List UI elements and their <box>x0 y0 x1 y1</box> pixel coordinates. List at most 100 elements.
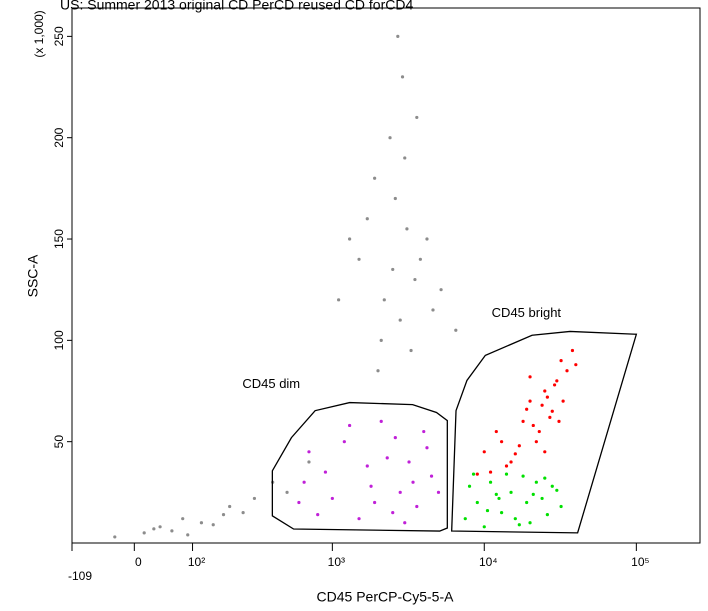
event-dot <box>398 490 402 494</box>
event-dot <box>211 523 215 527</box>
event-dot <box>540 496 544 501</box>
event-dot <box>559 504 563 509</box>
gate <box>451 330 638 534</box>
event-dot <box>418 257 422 261</box>
event-dot <box>393 196 397 201</box>
event-dot <box>528 399 532 403</box>
x-tick-label: 0 <box>135 555 142 569</box>
event-dot <box>252 496 257 501</box>
event-dot <box>369 484 373 488</box>
event-dot <box>540 403 544 407</box>
event-dot <box>307 460 311 464</box>
event-dot <box>391 511 395 515</box>
event-dot <box>391 267 395 272</box>
event-dot <box>463 517 467 521</box>
event-dot <box>521 474 525 478</box>
event-dot <box>555 379 559 383</box>
event-dot <box>365 464 369 468</box>
event-dot <box>411 480 415 484</box>
event-dot <box>528 521 532 525</box>
event-dot <box>534 440 538 444</box>
event-dot <box>494 492 498 496</box>
event-dot <box>152 527 156 531</box>
event-dot <box>543 389 547 393</box>
event-dot <box>504 472 509 476</box>
event-dot <box>400 75 405 79</box>
event-dot <box>482 450 486 454</box>
event-dot <box>342 440 346 444</box>
event-dot <box>413 277 417 282</box>
x-tick-label: -109 <box>68 569 92 583</box>
event-dot <box>513 517 517 521</box>
event-dot <box>403 521 407 525</box>
y-tick-label: 100 <box>52 330 66 350</box>
event-dot <box>385 456 389 460</box>
gate <box>271 401 448 532</box>
x-axis-label: CD45 PerCP-Cy5-5-A <box>317 589 455 605</box>
event-dot <box>543 476 547 480</box>
event-dot <box>307 450 311 454</box>
event-dot <box>158 525 162 529</box>
event-dot <box>415 115 419 120</box>
event-dot <box>228 504 232 509</box>
event-dot <box>388 136 392 140</box>
event-dot <box>357 257 361 261</box>
event-dot <box>170 529 174 533</box>
event-dot <box>186 533 190 537</box>
event-dot <box>499 511 504 515</box>
event-dot <box>382 298 386 302</box>
event-dot <box>297 500 301 505</box>
event-dot <box>373 176 377 180</box>
event-dot <box>550 409 554 413</box>
event-dot <box>537 429 541 434</box>
event-dot <box>513 452 517 456</box>
event-dot <box>348 237 352 241</box>
event-dot <box>485 508 490 513</box>
event-dot <box>403 156 407 160</box>
event-dot <box>398 318 402 322</box>
event-dot <box>548 415 552 419</box>
y-tick-label: 250 <box>52 26 66 46</box>
event-dot <box>475 472 479 476</box>
event-dot <box>436 490 441 494</box>
event-dot <box>330 496 334 501</box>
event-dot <box>323 470 328 474</box>
event-dot <box>561 399 565 403</box>
event-dot <box>517 523 521 527</box>
y-multiplier: (x 1,000) <box>32 10 46 57</box>
event-dot <box>574 363 578 367</box>
event-dot <box>467 484 472 488</box>
x-tick-label: 10⁵ <box>631 555 649 569</box>
event-dot <box>407 460 411 464</box>
event-dot <box>415 504 419 509</box>
event-dot <box>199 521 204 525</box>
event-dot <box>534 480 538 484</box>
y-axis-label: SSC-A <box>25 254 41 297</box>
y-tick-label: 150 <box>52 229 66 249</box>
event-dot <box>302 480 306 484</box>
event-dot <box>521 419 525 424</box>
event-dot <box>531 492 535 496</box>
event-dot <box>422 429 426 434</box>
event-dot <box>425 446 429 450</box>
event-dot <box>454 328 458 332</box>
gate-label: CD45 bright <box>492 305 562 320</box>
event-dot <box>499 440 504 444</box>
event-dot <box>221 513 226 517</box>
event-dot <box>431 308 435 312</box>
event-dot <box>517 444 521 448</box>
event-dot <box>504 464 509 468</box>
event-dot <box>545 513 549 517</box>
event-dot <box>552 383 557 387</box>
event-dot <box>316 513 320 517</box>
event-dot <box>497 496 501 501</box>
x-tick-label: 10⁴ <box>479 555 498 569</box>
event-dot <box>181 517 185 521</box>
event-dot <box>429 474 434 478</box>
event-dot <box>531 423 535 428</box>
event-dot <box>494 429 498 434</box>
event-dot <box>142 531 146 535</box>
event-dot <box>396 34 400 38</box>
